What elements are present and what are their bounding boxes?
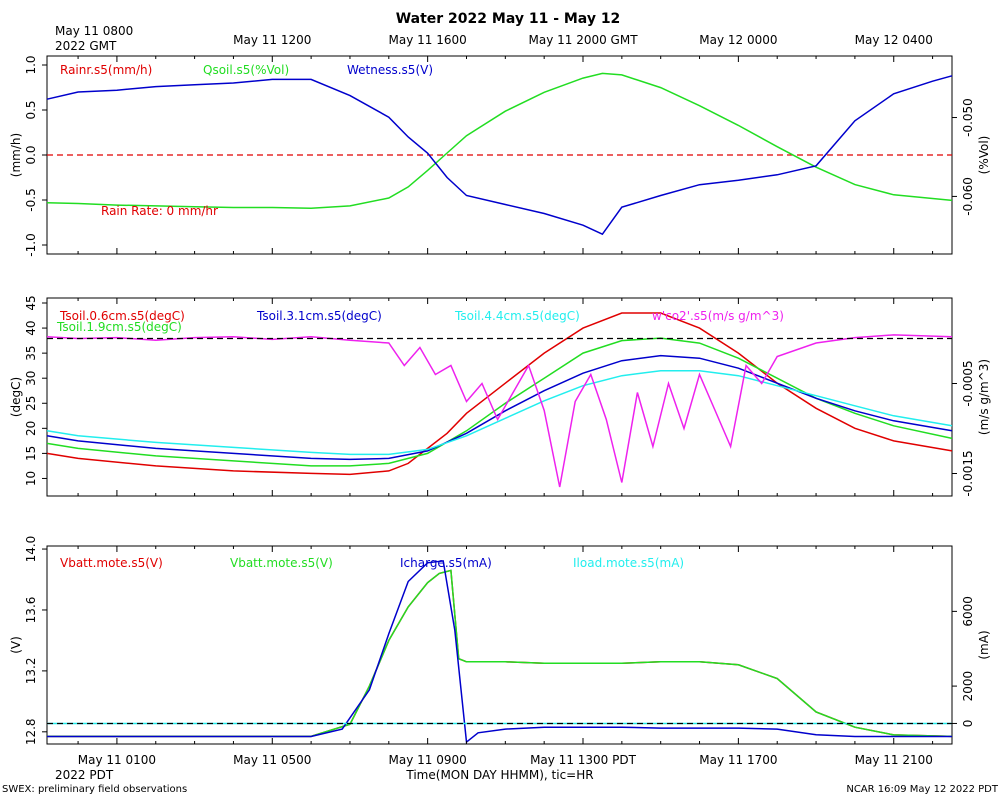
- rain-rate-annotation: Rain Rate: 0 mm/hr: [101, 204, 218, 218]
- right-tick-label: -0.0005: [961, 360, 975, 406]
- legend-tsoil-3-1: Tsoil.3.1cm.s5(degC): [256, 309, 382, 323]
- left-tick-label: 25: [24, 396, 38, 411]
- bottom-axis-label: May 11 1700: [699, 753, 777, 767]
- bottom-axis-label: May 11 1300 PDT: [530, 753, 637, 767]
- panel-water-left-label: (mm/h): [9, 133, 23, 177]
- left-tick-label: 45: [24, 295, 38, 310]
- left-tick-label: 14.0: [24, 536, 38, 563]
- panel-water: Rain Rate: 0 mm/hr Rainr.s5(mm/h) Qsoil.…: [9, 55, 991, 256]
- panel-water-right-label: (%Vol): [977, 136, 991, 175]
- panel-power-left-label: (V): [9, 636, 23, 654]
- series-tsoil-0-6cm-s5-degc: [46, 312, 953, 476]
- top-axis-label: May 11 1200: [233, 33, 311, 47]
- bottom-axis-caption: Time(MON DAY HHMM), tic=HR: [405, 768, 593, 782]
- top-axis-label: May 11 1600: [389, 33, 467, 47]
- top-axis-labels: May 11 1200 May 11 1600 May 11 2000 GMT May…: [233, 33, 933, 47]
- series-qsoil-s5-vol: [46, 72, 953, 209]
- bottom-axis-labels: May 11 0100 May 11 0500 May 11 0900 May 11 …: [78, 753, 933, 767]
- top-axis-label: May 12 0000: [699, 33, 777, 47]
- footer-left: SWEX: preliminary field observations: [2, 784, 187, 795]
- left-tick-label: 1.0: [24, 55, 38, 74]
- panel-soil-temperature-right-label: (m/s g/m^3): [977, 359, 991, 435]
- legend-qsoil: Qsoil.s5(%Vol): [203, 63, 289, 77]
- chart-title: Water 2022 May 11 - May 12: [396, 11, 621, 27]
- panel-soil-temperature: Tsoil.0.6cm.s5(degC) Tsoil.1.9cm.s5(degC…: [9, 295, 991, 496]
- left-tick-label: 0.5: [24, 100, 38, 119]
- footer-right: NCAR 16:09 May 12 2022 PDT: [846, 784, 999, 795]
- legend-wetness: Wetness.s5(V): [347, 63, 433, 77]
- legend-icharge: Icharge.s5(mA): [400, 556, 492, 570]
- top-first-label-line2: 2022 GMT: [55, 39, 117, 53]
- top-axis-label: May 11 2000 GMT: [528, 33, 638, 47]
- bottom-year-label: 2022 PDT: [55, 768, 114, 782]
- series-w-co2-s5-m-s-g-m-3: [46, 334, 953, 488]
- right-tick-label: -0.060: [961, 177, 975, 216]
- legend-vbatt-green: Vbatt.mote.s5(V): [230, 556, 333, 570]
- left-tick-label: 10: [24, 471, 38, 486]
- legend-tsoil-4-4: Tsoil.4.4cm.s5(degC): [454, 309, 580, 323]
- left-tick-label: 20: [24, 421, 38, 436]
- left-tick-label: -1.0: [24, 233, 38, 256]
- legend-iload: Iload.mote.s5(mA): [573, 556, 684, 570]
- series-tsoil-3-1cm-s5-degc: [46, 354, 953, 461]
- legend-wco2: w'co2'.s5(m/s g/m^3): [652, 309, 784, 323]
- series-icharge-s5-ma: [47, 560, 952, 744]
- left-tick-label: 30: [24, 371, 38, 386]
- series-vbatt-mote-s5-v: [47, 569, 953, 738]
- series-tsoil-4-4cm-s5-degc: [46, 369, 953, 456]
- panel-power-right-label: (mA): [977, 630, 991, 659]
- right-tick-label: 0: [961, 720, 975, 728]
- bottom-axis-label: May 11 0100: [78, 753, 156, 767]
- bottom-axis-label: May 11 0900: [389, 753, 467, 767]
- left-tick-label: 40: [24, 320, 38, 335]
- panel-soil-temperature-frame: [46, 297, 953, 497]
- legend-vbatt-red: Vbatt.mote.s5(V): [60, 556, 163, 570]
- bottom-axis-label: May 11 0500: [233, 753, 311, 767]
- series-wetness-s5-v: [46, 75, 953, 236]
- right-tick-label: 6000: [961, 596, 975, 627]
- legend-rainr: Rainr.s5(mm/h): [60, 63, 152, 77]
- left-tick-label: 15: [24, 446, 38, 461]
- legend-tsoil-1-9: Tsoil.1.9cm.s5(degC): [56, 320, 182, 334]
- left-tick-label: 13.2: [24, 658, 38, 685]
- top-axis-label: May 12 0400: [855, 33, 933, 47]
- left-tick-label: 0.0: [24, 145, 38, 164]
- bottom-axis-label: May 11 2100: [855, 753, 933, 767]
- right-tick-label: -0.0015: [961, 450, 975, 496]
- top-first-label-line1: May 11 0800: [55, 24, 133, 38]
- right-tick-label: -0.050: [961, 98, 975, 137]
- panel-power: Vbatt.mote.s5(V) Vbatt.mote.s5(V) Icharg…: [9, 536, 991, 745]
- left-tick-label: 35: [24, 345, 38, 360]
- series-tsoil-1-9cm-s5-degc: [46, 337, 953, 467]
- left-tick-label: 13.6: [24, 597, 38, 624]
- panel-power-frame: [46, 545, 953, 745]
- legend-tsoil-0-6: Tsoil.0.6cm.s5(degC): [59, 309, 185, 323]
- left-tick-label: -0.5: [24, 188, 38, 211]
- panel-soil-temperature-left-label: (degC): [9, 377, 23, 417]
- left-tick-label: 12.8: [24, 718, 38, 745]
- right-tick-label: 2000: [961, 671, 975, 702]
